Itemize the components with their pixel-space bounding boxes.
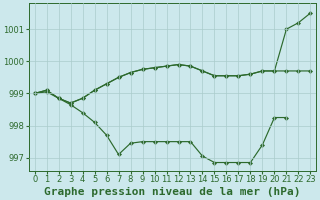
X-axis label: Graphe pression niveau de la mer (hPa): Graphe pression niveau de la mer (hPa): [44, 186, 301, 197]
